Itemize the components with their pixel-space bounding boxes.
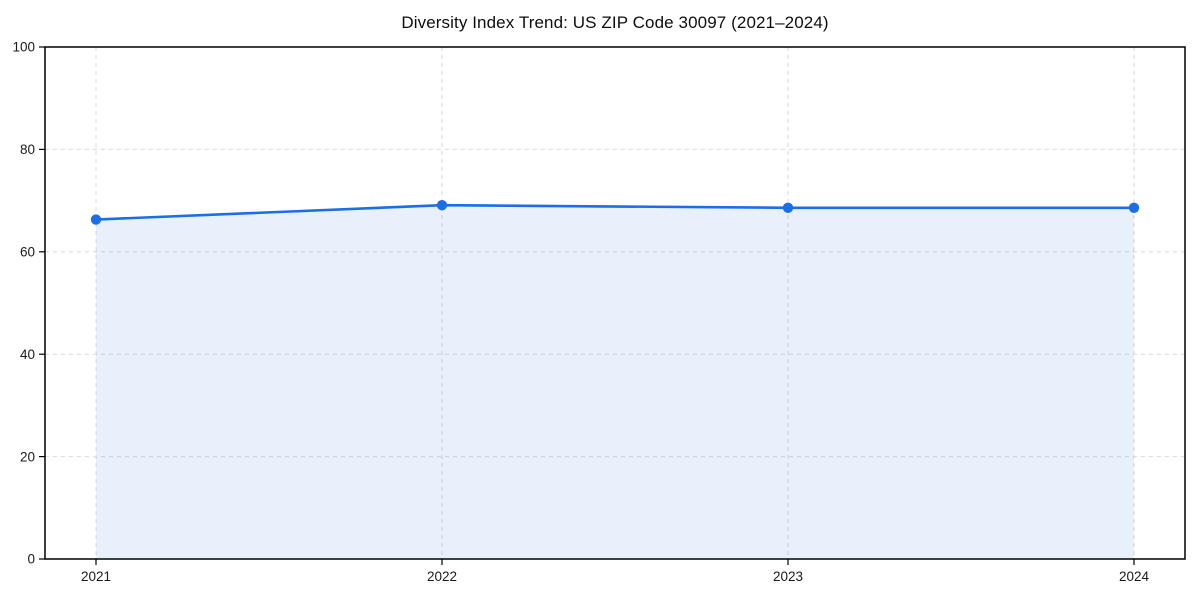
data-point (782, 202, 794, 213)
data-point (436, 200, 448, 211)
x-tick-label: 2021 (81, 569, 111, 584)
y-tick-label: 20 (20, 449, 35, 464)
chart-title: Diversity Index Trend: US ZIP Code 30097… (401, 13, 829, 32)
area-fill (96, 205, 1134, 559)
data-point (90, 214, 102, 225)
y-tick-label: 60 (20, 245, 35, 260)
y-tick-label: 80 (20, 142, 35, 157)
x-tick-label: 2024 (1119, 569, 1150, 584)
data-point (1128, 202, 1140, 213)
y-tick-label: 0 (27, 552, 35, 567)
x-tick-label: 2022 (427, 569, 457, 584)
plot-frame (44, 46, 1186, 560)
y-tick-label: 100 (12, 40, 35, 55)
y-tick-label: 40 (20, 347, 35, 362)
trend-line (94, 203, 1136, 221)
x-tick-label: 2023 (773, 569, 803, 584)
